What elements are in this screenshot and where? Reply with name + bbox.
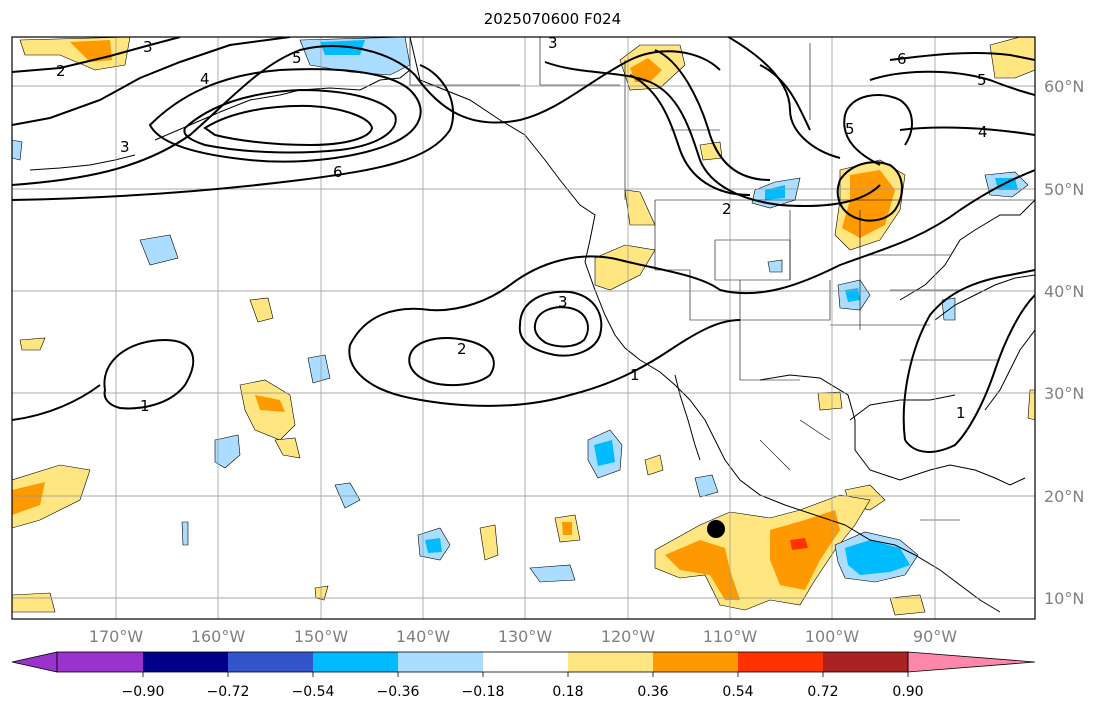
lat-label: 50°N — [1044, 180, 1084, 199]
colorbar-segment — [313, 652, 399, 672]
colorbar-tick-label: 0.18 — [552, 684, 583, 700]
longitude-labels: 170°W 160°W 150°W 140°W 130°W 120°W 110°… — [89, 627, 957, 646]
colorbar-ticks — [142, 672, 909, 677]
lat-label: 30°N — [1044, 384, 1084, 403]
contour-label: 2 — [722, 200, 732, 218]
colorbar-segment — [568, 652, 654, 672]
colorbar-tick-label: −0.54 — [292, 684, 335, 700]
colorbar-segment — [57, 652, 144, 672]
latitude-labels: 60°N 50°N 40°N 30°N 20°N 10°N — [1044, 77, 1084, 608]
colorbar-segment — [143, 652, 229, 672]
lat-label: 60°N — [1044, 77, 1084, 96]
colorbar-extend-left — [11, 651, 58, 673]
colorbar: −0.90 −0.72 −0.54 −0.36 −0.18 0.18 0.36 … — [11, 651, 1036, 700]
storm-position-marker — [707, 520, 725, 538]
contour-label: 2 — [56, 62, 66, 80]
contour-label: 3 — [558, 293, 568, 311]
contour-label: 4 — [978, 123, 988, 141]
contour-label: 1 — [956, 404, 966, 422]
colorbar-segment — [228, 652, 314, 672]
lon-label: 90°W — [913, 627, 957, 646]
colorbar-segment — [483, 652, 569, 672]
colorbar-tick-label: −0.90 — [122, 684, 165, 700]
contour-label-group: 2 3 4 3 5 6 3 5 6 5 4 2 2 3 1 1 1 — [56, 34, 988, 422]
colorbar-segment — [823, 652, 909, 672]
lon-label: 130°W — [498, 627, 553, 646]
contour-label: 5 — [977, 71, 987, 89]
colorbar-tick-label: 0.54 — [722, 684, 753, 700]
contour-label: 4 — [200, 70, 210, 88]
graticule — [12, 37, 1035, 619]
contour-label: 6 — [897, 50, 907, 68]
colorbar-tick-label: −0.36 — [377, 684, 420, 700]
contour-label: 1 — [630, 366, 640, 384]
state-borders — [409, 37, 1035, 521]
contour-label: 3 — [548, 34, 558, 52]
contour-label: 1 — [140, 397, 150, 415]
colorbar-tick-label: 0.36 — [637, 684, 668, 700]
colorbar-segment — [653, 652, 739, 672]
lat-label: 20°N — [1044, 487, 1084, 506]
lon-label: 120°W — [601, 627, 656, 646]
contour-label: 3 — [143, 38, 153, 56]
colorbar-extend-right — [907, 651, 1036, 673]
lat-label: 10°N — [1044, 589, 1084, 608]
lon-label: 110°W — [703, 627, 758, 646]
contour-lines — [12, 37, 1035, 453]
colorbar-tick-label: 0.72 — [807, 684, 838, 700]
contour-label: 6 — [333, 163, 343, 181]
map-area: 2 3 4 3 5 6 3 5 6 5 4 2 2 3 1 1 1 — [12, 34, 1035, 619]
colorbar-segment — [738, 652, 824, 672]
colorbar-tick-label: −0.18 — [462, 684, 505, 700]
map-frame — [11, 36, 1036, 620]
colorbar-tick-label: −0.72 — [207, 684, 250, 700]
lat-label: 40°N — [1044, 282, 1084, 301]
colorbar-segment — [398, 652, 484, 672]
contour-label: 2 — [457, 340, 467, 358]
lon-label: 140°W — [396, 627, 451, 646]
contour-label: 5 — [292, 49, 302, 67]
colorbar-tick-label: 0.90 — [892, 684, 923, 700]
lon-label: 100°W — [805, 627, 860, 646]
map-title: 2025070600 F024 — [483, 10, 622, 28]
contour-label: 5 — [845, 120, 855, 138]
contour-label: 3 — [120, 138, 130, 156]
lon-label: 160°W — [191, 627, 246, 646]
lon-label: 150°W — [294, 627, 349, 646]
lon-label: 170°W — [89, 627, 144, 646]
